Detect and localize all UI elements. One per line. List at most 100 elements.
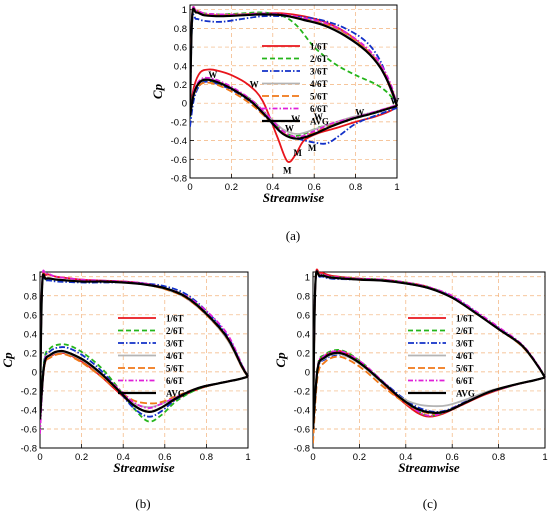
series-line-2-6T-upper: [40, 274, 249, 420]
y-tick-label: -0.2: [171, 117, 187, 128]
y-tick-label: 0.8: [174, 24, 187, 35]
annotation-label: M: [293, 148, 302, 158]
legend-label: 4/6T: [456, 351, 474, 361]
y-tick-label: 0.4: [24, 329, 37, 340]
x-tick-label: 1: [542, 452, 547, 463]
legend-label: 4/6T: [166, 351, 184, 361]
x-tick-label: 0: [310, 452, 315, 463]
y-tick-label: -0.6: [294, 424, 310, 435]
x-tick-label: 0.8: [349, 182, 362, 193]
plot-frame: [312, 271, 546, 449]
series-line-1-6T-lower: [40, 351, 249, 420]
series-line-3-6T-lower: [313, 353, 546, 430]
legend-label: 4/6T: [310, 79, 328, 89]
series-line-6-6T-upper: [190, 6, 398, 115]
annotation-label: M: [283, 166, 292, 176]
series-line-4-6T-lower: [40, 350, 249, 420]
legend-label: 3/6T: [456, 339, 474, 349]
y-tick-label: 0.2: [24, 348, 37, 359]
x-tick-label: 1: [245, 452, 250, 463]
x-tick-label: 0.6: [446, 452, 459, 463]
y-tick-label: 0.6: [297, 310, 310, 321]
y-tick-label: -0.6: [21, 424, 37, 435]
y-axis-label: Cp: [0, 352, 15, 368]
y-tick-label: 0: [32, 367, 37, 378]
legend-label: 1/6T: [166, 314, 184, 324]
x-tick-label: 0.8: [492, 452, 505, 463]
legend-label: 2/6T: [456, 326, 474, 336]
y-tick-label: 0: [182, 99, 187, 110]
legend-label: AVG: [310, 117, 329, 127]
x-tick-label: 1: [394, 182, 399, 193]
y-tick-label: 1: [182, 5, 187, 16]
y-tick-label: -0.8: [294, 444, 310, 455]
series-line-5-6T-lower: [313, 355, 546, 444]
annotation-label: W: [355, 108, 364, 118]
panel-caption: (a): [286, 228, 300, 243]
series-line-2-6T-lower: [313, 349, 546, 430]
y-tick-label: -0.2: [21, 386, 37, 397]
series-line-4-6T-lower: [313, 352, 546, 430]
series-line-1-6T-upper: [40, 271, 249, 420]
y-tick-label: 0.6: [24, 310, 37, 321]
chart-panel-1: 0 0.2 0.4 0.6 0.8 1 -0.8 -0.6 -0.4 -0.2 0 0.2 0.4 0.6…: [150, 4, 400, 243]
chart-panel-3: 0 0.2 0.4 0.6 0.8 1 -0.8 -0.6 -0.4 -0.2 0 0.2 0.4 0.6…: [273, 268, 548, 511]
y-tick-label: -0.4: [171, 136, 187, 147]
x-tick-label: 0.2: [225, 182, 238, 193]
series-line-2-6T-upper: [190, 6, 398, 118]
chart-panel-2: 0 0.2 0.4 0.6 0.8 1 -0.8 -0.6 -0.4 -0.2 0 0.2 0.4 0.6…: [0, 269, 251, 511]
x-tick-label: 0.6: [158, 452, 171, 463]
legend-label: AVG: [166, 389, 185, 399]
x-axis-label: Streamwise: [263, 190, 325, 205]
y-tick-label: 0.8: [24, 291, 37, 302]
x-tick-label: 0: [187, 182, 192, 193]
legend-label: 5/6T: [310, 92, 328, 102]
x-tick-label: 0.6: [308, 182, 321, 193]
legend-label: 5/6T: [456, 364, 474, 374]
y-tick-label: 0.4: [297, 329, 310, 340]
series-line-6-6T-upper: [40, 269, 249, 420]
y-tick-label: -0.4: [294, 405, 310, 416]
series-line-4-6T-upper: [190, 7, 398, 115]
legend-label: 3/6T: [166, 339, 184, 349]
series-group: [40, 269, 249, 434]
legend-label: 3/6T: [310, 67, 328, 77]
y-tick-label: -0.8: [21, 444, 37, 455]
x-tick-label: 0.2: [353, 452, 366, 463]
legend-label: 6/6T: [310, 104, 328, 114]
series-line-AVG-lower: [313, 351, 546, 430]
series-line-AVG-upper: [190, 7, 399, 117]
x-tick-label: 0.8: [200, 452, 213, 463]
y-tick-label: 0: [305, 367, 310, 378]
series-line-AVG-lower: [190, 78, 398, 140]
legend-label: 1/6T: [456, 314, 474, 324]
y-tick-label: 1: [305, 272, 310, 283]
series-line-AVG-upper: [313, 270, 546, 430]
series-group: [313, 268, 546, 444]
series-group: [190, 6, 399, 163]
series-line-3-6T-upper: [40, 274, 249, 420]
annotation-label: W: [314, 112, 323, 122]
y-tick-label: 1: [32, 272, 37, 283]
annotation-label: W: [208, 70, 217, 80]
y-tick-label: -0.2: [294, 386, 310, 397]
y-tick-label: -0.8: [171, 174, 187, 185]
annotation-label: W: [250, 79, 259, 89]
legend-label: AVG: [456, 389, 475, 399]
series-line-1-6T-lower: [313, 350, 546, 430]
series-line-AVG-upper: [40, 273, 249, 420]
x-tick-label: 0.2: [75, 452, 88, 463]
legend-label: 2/6T: [166, 326, 184, 336]
y-axis-label: Cp: [273, 352, 288, 368]
annotation-label: W: [390, 96, 399, 106]
series-line-1-6T-lower: [190, 68, 398, 163]
legend-label: 1/6T: [310, 42, 328, 52]
legend-label: 5/6T: [166, 364, 184, 374]
x-axis-label: Streamwise: [398, 460, 460, 475]
annotation-label: W: [291, 114, 300, 124]
x-tick-label: 0.4: [399, 452, 412, 463]
x-tick-label: 0.4: [117, 452, 130, 463]
y-tick-label: 0.4: [174, 61, 187, 72]
y-tick-label: 0.8: [297, 291, 310, 302]
